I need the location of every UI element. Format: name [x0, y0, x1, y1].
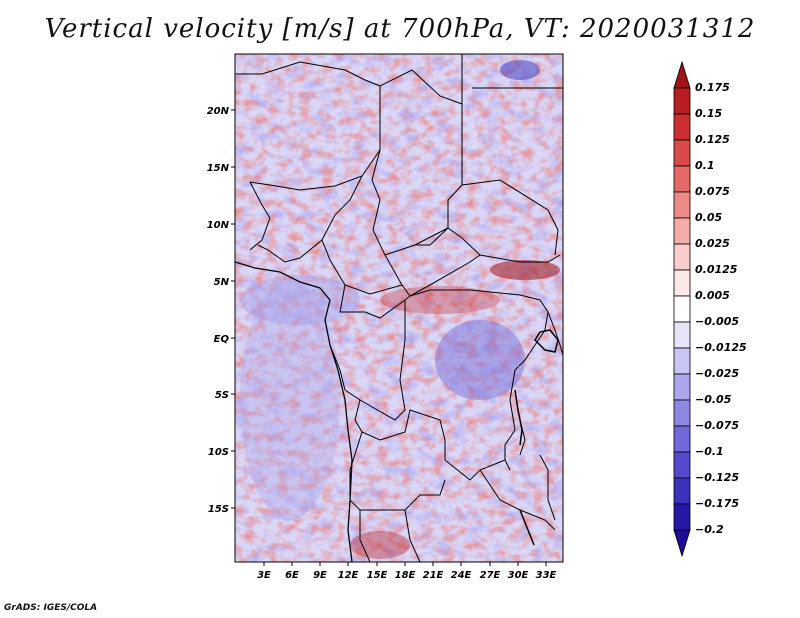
- lat-label: 10S: [208, 447, 229, 458]
- lon-label: 12E: [338, 570, 359, 581]
- lon-label: 18E: [395, 570, 416, 581]
- colorbar-bin: [673, 139, 691, 167]
- colorbar-label: 0.005: [695, 289, 730, 302]
- lon-label: 3E: [257, 570, 271, 581]
- colorbar-label: 0.125: [695, 133, 730, 146]
- colorbar-label: 0.075: [695, 185, 730, 198]
- colorbar-bin: [673, 60, 691, 89]
- lat-label: 15S: [208, 504, 229, 515]
- colorbar-label: −0.125: [695, 471, 739, 484]
- colorbar-labels: 0.175 0.15 0.125 0.1 0.075 0.05 0.025 0.…: [695, 81, 747, 536]
- lon-label: 33E: [536, 570, 557, 581]
- colorbar-label: −0.1: [695, 445, 724, 458]
- lat-label: 15N: [207, 163, 230, 174]
- velocity-field: [235, 54, 563, 562]
- colorbar-label: 0.025: [695, 237, 730, 250]
- colorbar-bin: [673, 113, 691, 141]
- colorbar-bin: [673, 87, 691, 115]
- colorbar-bin: [673, 425, 691, 453]
- colorbar-label: 0.15: [695, 107, 722, 120]
- colorbar-label: 0.0125: [695, 263, 738, 276]
- colorbar-bin: [673, 295, 691, 323]
- lon-label: 15E: [367, 570, 388, 581]
- colorbar-label: −0.025: [695, 367, 739, 380]
- colorbar-label: −0.075: [695, 419, 739, 432]
- lakes: [514, 329, 559, 546]
- lon-axis: 3E 6E 9E 12E 15E 18E 21E 24E 27E 30E 33E: [257, 562, 557, 581]
- colorbar-bin: [673, 399, 691, 427]
- colorbar-bin: [673, 321, 691, 349]
- chart-title: Vertical velocity [m/s] at 700hPa, VT: 2…: [44, 14, 756, 44]
- colorbar-bin: [673, 451, 691, 479]
- country-borders: [235, 54, 563, 562]
- colorbar-label: 0.175: [695, 81, 730, 94]
- colorbar-label: 0.05: [695, 211, 722, 224]
- colorbar-label: −0.0125: [695, 341, 747, 354]
- coastline: [235, 261, 353, 562]
- colorbar-bin: [673, 477, 691, 505]
- lat-label: 5S: [215, 390, 229, 401]
- colorbar-label: 0.1: [695, 159, 715, 172]
- colorbar-bin: [673, 243, 691, 271]
- lon-label: 27E: [480, 570, 501, 581]
- colorbar-bin: [673, 529, 691, 558]
- lat-label: 20N: [207, 106, 230, 117]
- colorbar-label: −0.005: [695, 315, 739, 328]
- lat-axis: 20N 15N 10N 5N EQ 5S 10S 15S: [207, 106, 235, 515]
- lat-label: EQ: [214, 334, 230, 345]
- colorbar-bin: [673, 191, 691, 219]
- colorbar-label: −0.2: [695, 523, 724, 536]
- colorbar-bin: [673, 347, 691, 375]
- map-frame: [234, 53, 564, 563]
- colorbar: [673, 60, 691, 558]
- colorbar-bin: [673, 217, 691, 245]
- lon-label: 30E: [508, 570, 529, 581]
- colorbar-bin: [673, 373, 691, 401]
- credit-text: GrADS: IGES/COLA: [4, 603, 98, 613]
- colorbar-label: −0.05: [695, 393, 732, 406]
- lon-label: 21E: [423, 570, 444, 581]
- lon-label: 9E: [313, 570, 327, 581]
- colorbar-bin: [673, 269, 691, 297]
- colorbar-bin: [673, 503, 691, 531]
- lat-label: 10N: [207, 220, 230, 231]
- colorbar-label: −0.175: [695, 497, 739, 510]
- lon-label: 24E: [451, 570, 472, 581]
- lat-label: 5N: [214, 277, 230, 288]
- colorbar-bin: [673, 165, 691, 193]
- lon-label: 6E: [285, 570, 299, 581]
